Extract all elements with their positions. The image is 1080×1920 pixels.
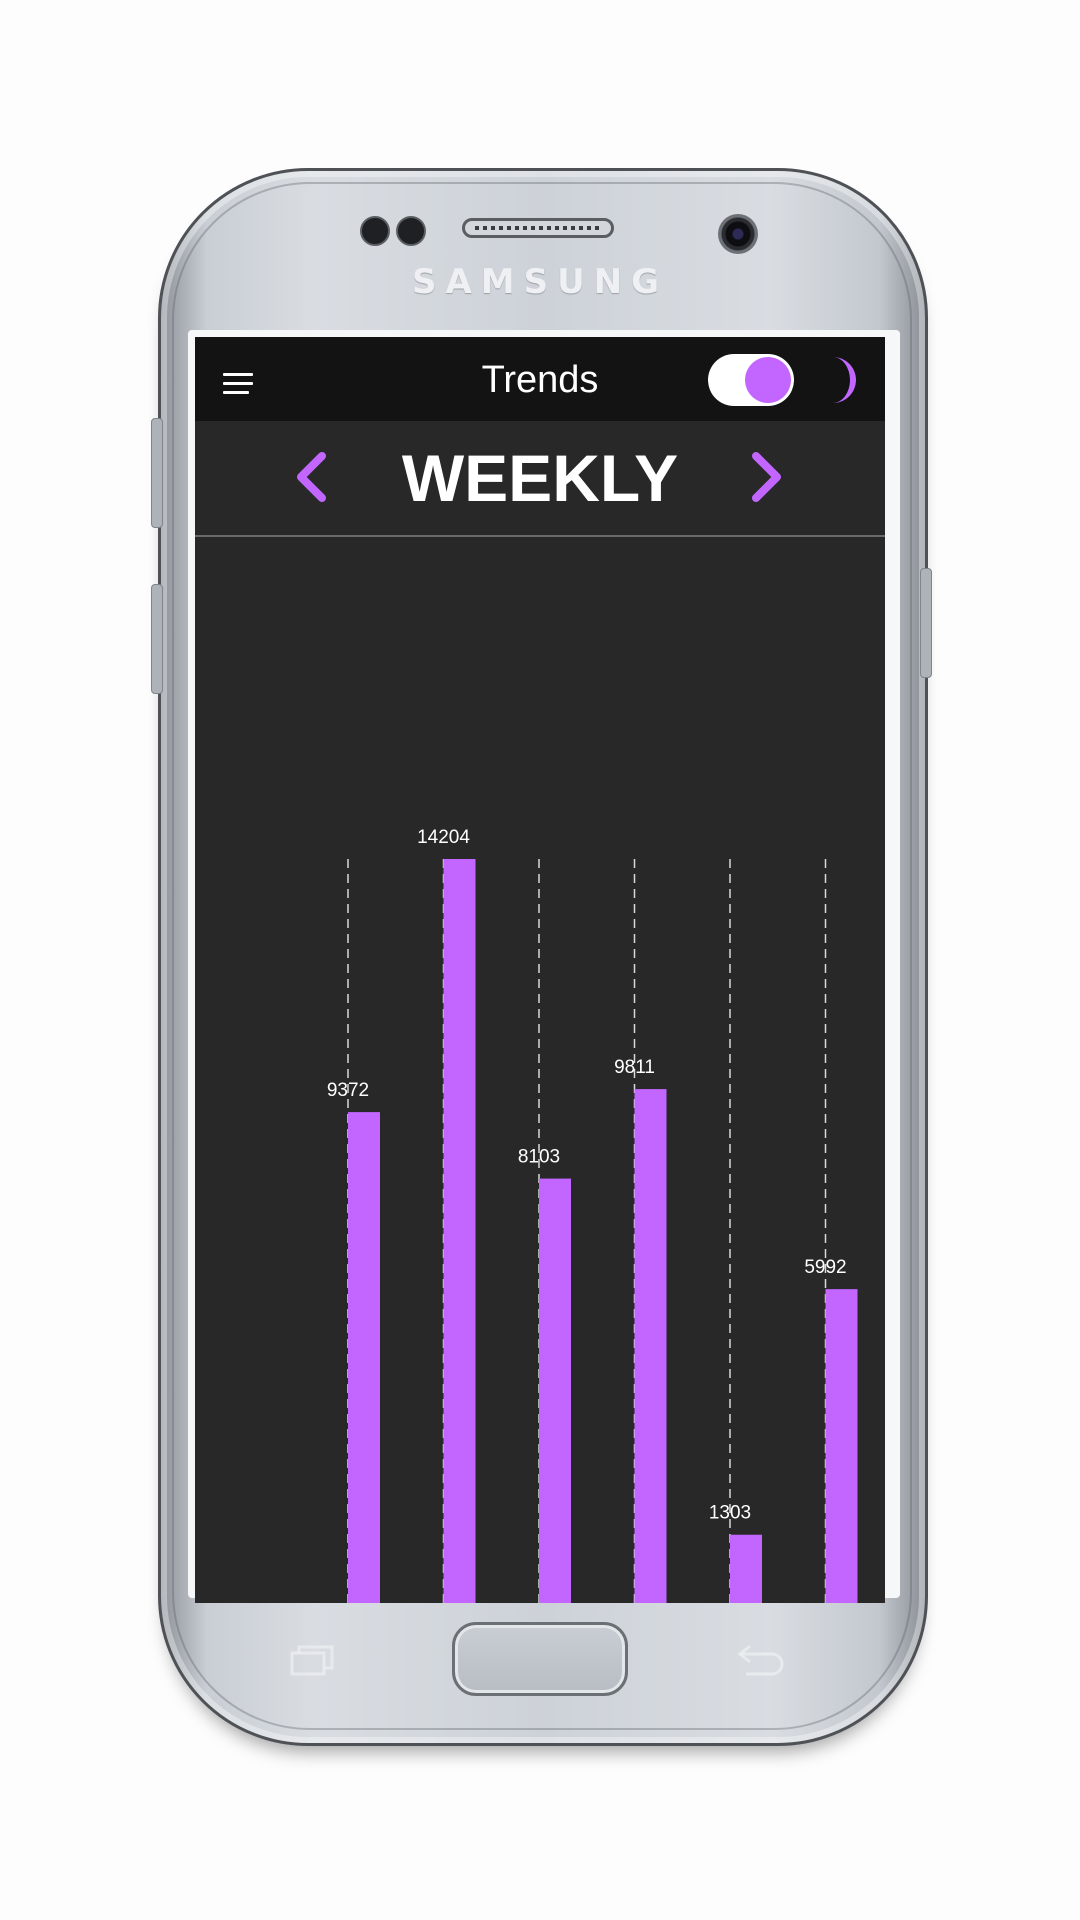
proximity-sensor: [360, 216, 390, 246]
bar-value-label: 5992: [804, 1257, 846, 1278]
app-bar: Trends: [195, 337, 885, 421]
front-camera: [718, 214, 758, 254]
chart-bar[interactable]: [825, 1289, 858, 1603]
chart-bar[interactable]: [539, 1178, 571, 1603]
dark-mode-toggle[interactable]: [708, 354, 794, 406]
moon-icon: [833, 357, 856, 403]
light-sensor: [396, 216, 426, 246]
chart-bar[interactable]: [348, 1112, 380, 1603]
period-label: WEEKLY: [401, 441, 679, 515]
chart-bar[interactable]: [730, 1534, 762, 1603]
toggle-knob: [745, 357, 791, 403]
chevron-left-icon[interactable]: [293, 451, 329, 503]
earpiece-speaker: [462, 218, 614, 238]
back-icon: [737, 1644, 784, 1676]
weekly-bar-chart: 9372 14204 8103 9811 1303 5992: [327, 827, 858, 1603]
bar-value-label: 9811: [614, 1057, 655, 1078]
bar-value-label: 1303: [709, 1503, 751, 1524]
page-title: Trends: [481, 359, 599, 401]
chart-bar[interactable]: [443, 859, 476, 1603]
chart-bar[interactable]: [634, 1089, 667, 1603]
volume-down-button: [151, 584, 163, 694]
period-selector: WEEKLY: [195, 421, 885, 537]
recent-apps-icon: [290, 1645, 334, 1676]
bar-value-label: 14204: [417, 827, 470, 848]
hamburger-menu-icon[interactable]: [223, 373, 255, 395]
app-screen: Trends WEEKLY 9372 14204 8103 9811 1303 5992: [195, 337, 885, 1603]
bar-value-label: 8103: [518, 1147, 560, 1168]
power-button: [920, 568, 932, 678]
volume-up-button: [151, 418, 163, 528]
chevron-right-icon[interactable]: [749, 451, 785, 503]
bar-value-label: 9372: [327, 1080, 369, 1101]
phone-rim: [172, 182, 912, 1730]
home-button: [452, 1622, 628, 1696]
brand-logo: SAMSUNG: [411, 262, 669, 302]
